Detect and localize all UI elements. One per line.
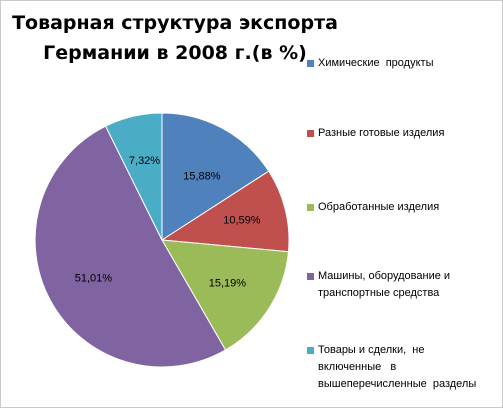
legend-swatch bbox=[307, 130, 314, 137]
legend-label: Разные готовые изделия bbox=[318, 125, 498, 142]
legend-swatch bbox=[307, 273, 314, 280]
data-label: 51,01% bbox=[75, 272, 113, 284]
legend-label-line: Товары и сделки, не bbox=[318, 344, 425, 356]
chart-title: Товарная структура экспорта Германии в 2… bbox=[10, 8, 340, 68]
data-label: 7,32% bbox=[129, 155, 160, 167]
pie-slice bbox=[34, 125, 227, 368]
legend-label-line: Химические продукты bbox=[318, 57, 434, 69]
pie-slice bbox=[160, 170, 290, 253]
data-label: 15,88% bbox=[183, 171, 221, 183]
legend-label-line: Обработанные изделия bbox=[318, 201, 440, 213]
legend-label-line: транспортные средства bbox=[318, 287, 440, 299]
legend-swatch bbox=[307, 204, 314, 211]
legend-label: Товары и сделки, не включенные в вышепереч… bbox=[318, 342, 498, 393]
pie-slice bbox=[161, 239, 290, 351]
legend-label-line: вышеперечисленные разделы bbox=[318, 378, 477, 390]
legend-swatch bbox=[307, 347, 314, 354]
pie-slice bbox=[161, 112, 270, 241]
legend-label-line: Машины, оборудование и bbox=[318, 270, 451, 282]
legend-label-line: включенные в bbox=[318, 361, 397, 373]
legend-label: Машины, оборудование и транспортные средс… bbox=[318, 268, 498, 302]
chart-title-line-2: Германии в 2008 г.(в %) bbox=[43, 42, 307, 64]
legend-label: Обработанные изделия bbox=[318, 199, 498, 216]
pie-slice bbox=[104, 112, 163, 241]
data-label: 15,19% bbox=[209, 278, 247, 290]
chart-title-line-1: Товарная структура экспорта bbox=[12, 12, 338, 34]
legend-swatch bbox=[307, 60, 314, 67]
legend-label: Химические продукты bbox=[318, 55, 498, 72]
data-label: 10,59% bbox=[223, 215, 261, 227]
legend-label-line: Разные готовые изделия bbox=[318, 127, 445, 139]
